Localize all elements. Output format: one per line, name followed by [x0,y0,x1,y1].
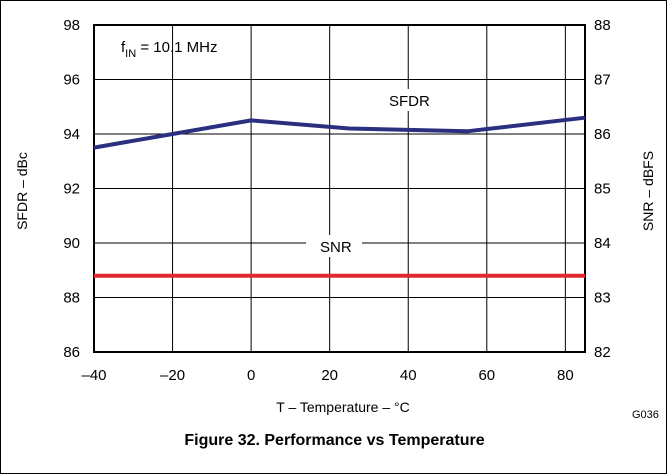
series-lines [93,115,586,278]
y-right-tick-label: 83 [594,290,611,307]
y-left-tick-label: 98 [63,17,80,34]
y-left-tick-label: 92 [63,181,80,198]
y-right-tick-label: 84 [594,235,611,252]
x-tick-labels: –40 –20 0 20 40 60 80 [81,367,573,384]
y-left-axis-title: SFDR – dBc [14,152,30,230]
snr-label-bg [306,235,362,257]
x-tick-label: 60 [478,367,495,384]
y-left-tick-label: 94 [63,126,80,143]
y-right-tick-label: 87 [594,72,611,89]
x-tick-label: 40 [400,367,417,384]
y-right-tick-label: 86 [594,126,611,143]
plot-area [93,24,586,353]
y-left-tick-label: 90 [63,235,80,252]
frequency-annotation: fIN = 10.1 MHz [121,39,217,60]
sfdr-series-label: SFDR [389,93,430,110]
y-right-tick-labels: 82 83 84 85 86 87 88 [594,17,611,361]
figure-caption: Figure 32. Performance vs Temperature [184,432,485,449]
y-right-tick-label: 82 [594,344,611,361]
x-axis-title: T – Temperature – °C [276,399,409,415]
snr-series-label: SNR [320,239,352,256]
x-tick-label: –40 [81,367,106,384]
x-tick-label: –20 [160,367,185,384]
sfdr-label-bg [385,89,447,111]
y-right-tick-label: 85 [594,181,611,198]
y-left-tick-label: 86 [63,344,80,361]
y-left-tick-labels: 86 88 90 92 94 96 98 [63,17,80,361]
y-right-axis-title: SNR – dBFS [640,151,656,231]
figure-code: G036 [632,409,659,421]
x-tick-label: 80 [557,367,574,384]
x-tick-label: 20 [321,367,338,384]
y-left-tick-label: 96 [63,72,80,89]
sfdr-line [93,115,586,150]
grid [94,25,585,352]
y-right-tick-label: 88 [594,17,611,34]
y-left-tick-label: 88 [63,290,80,307]
x-tick-label: 0 [247,367,255,384]
